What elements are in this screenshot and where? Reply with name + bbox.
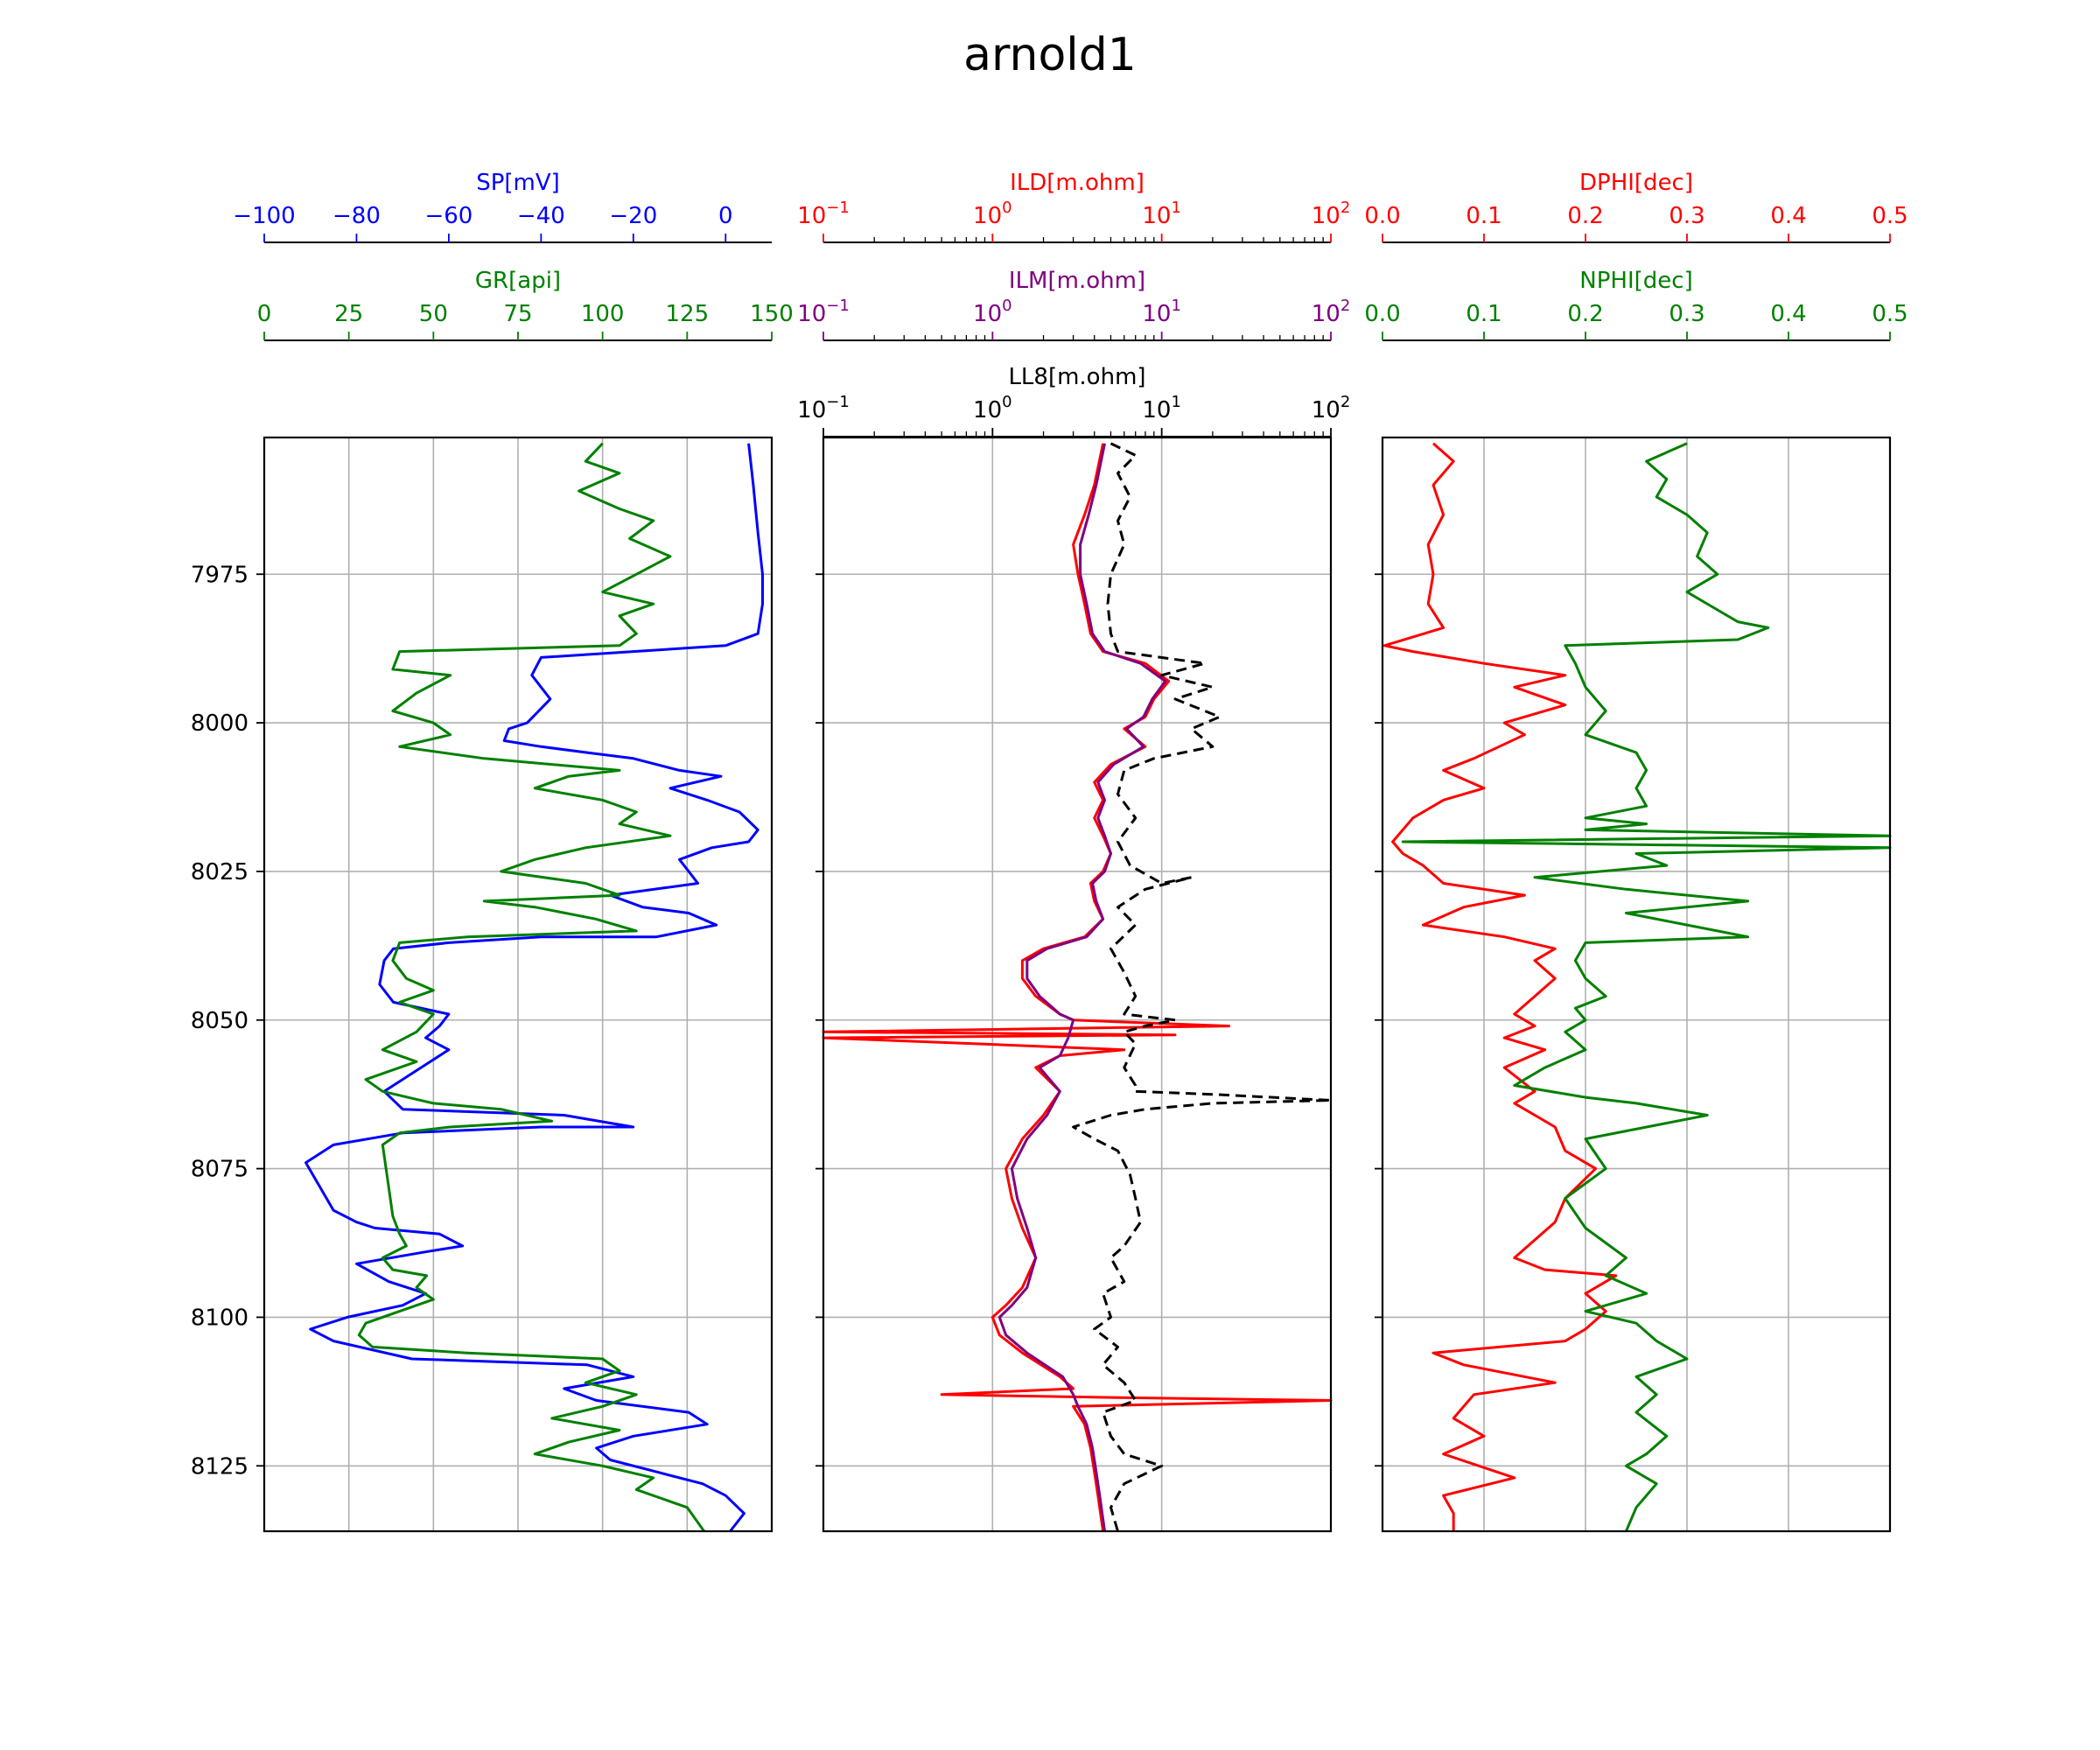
series-gr-line [357, 442, 705, 1532]
series-ild-line [822, 443, 1333, 1532]
depth-tick-label: 8000 [191, 710, 248, 737]
axis-ll8: LL8[m.ohm] 10−1 100 101 102 [797, 364, 1351, 438]
axis-tick-label: 102 [1312, 297, 1351, 327]
axis-tick-label: 10−1 [797, 393, 850, 424]
axis-label: NPHI[dec] [1579, 268, 1692, 294]
axis-tick-label: 100 [973, 297, 1012, 327]
depth-tick-label: 8125 [191, 1453, 248, 1480]
axis-tick-label: 102 [1312, 393, 1351, 424]
axis-tick-label: 10−1 [797, 297, 850, 327]
series-ilm-line [998, 443, 1167, 1532]
grid-lines [823, 438, 1331, 1531]
track-3: DPHI[dec] 0.0 0.1 0.2 0.3 0.4 0.5 NPHI[dec] 0.0 0… [1364, 170, 1908, 1533]
depth-tick-label: 7975 [191, 562, 248, 588]
track-1: 7975 8000 8025 8050 8075 8100 8125 SP[mV] −100 −8… [191, 170, 794, 1533]
axis-label: DPHI[dec] [1579, 170, 1693, 196]
series-sp-line [304, 443, 764, 1532]
axis-ild: ILD[m.ohm] 10−1 100 101 102 [797, 170, 1351, 243]
axis-label: LL8[m.ohm] [1008, 364, 1145, 390]
axis-tick-label: 101 [1142, 393, 1181, 424]
axis-label: ILM[m.ohm] [1009, 268, 1145, 294]
axis-tick-label: 102 [1312, 199, 1351, 229]
axis-tick-label: 100 [973, 393, 1012, 424]
axis-tick-label: 0 [718, 203, 733, 229]
depth-tick-label: 8100 [191, 1305, 248, 1331]
axis-tick-label: −80 [332, 203, 381, 229]
track-frame [262, 436, 774, 1533]
axis-tick-label: 0.2 [1567, 203, 1603, 229]
axis-tick-label: 150 [750, 301, 794, 327]
axis-tick-label: 0.3 [1669, 203, 1704, 229]
axis-gr: GR[api] 0 25 50 75 100 125 150 [257, 268, 794, 341]
axis-label: GR[api] [475, 268, 561, 294]
axis-tick-label: 0.0 [1364, 203, 1400, 229]
axis-tick-label: −60 [424, 203, 472, 229]
depth-tick-label: 8025 [191, 859, 248, 886]
tracks-layer: 7975 8000 8025 8050 8075 8100 8125 SP[mV] −100 −8… [191, 170, 1908, 1533]
axis-tick-label: 101 [1142, 199, 1181, 229]
axis-tick-label: 0.1 [1466, 203, 1502, 229]
grid-lines [1382, 438, 1891, 1531]
axis-tick-label: 0.5 [1872, 203, 1908, 229]
chart-title: arnold1 [963, 29, 1137, 81]
axis-tick-label: 0.2 [1567, 301, 1603, 327]
axis-tick-label: 100 [581, 301, 625, 327]
axis-dphi: DPHI[dec] 0.0 0.1 0.2 0.3 0.4 0.5 [1364, 170, 1908, 243]
axis-label: SP[mV] [476, 170, 560, 196]
series-dphi-line [1382, 442, 1618, 1531]
depth-tick-label: 8050 [191, 1008, 248, 1034]
axis-tick-label: 75 [503, 301, 532, 327]
axis-tick-label: −40 [517, 203, 565, 229]
axis-tick-label: 0.5 [1872, 301, 1908, 327]
track-frame [1381, 436, 1892, 1533]
axis-tick-label: −100 [233, 203, 295, 229]
axis-tick-label: 0.3 [1669, 301, 1704, 327]
axis-ilm: ILM[m.ohm] 10−1 100 101 102 [797, 268, 1351, 341]
axis-tick-label: −20 [609, 203, 657, 229]
depth-tick-label: 8075 [191, 1157, 248, 1183]
axis-tick-label: 0 [257, 301, 272, 327]
axis-tick-label: 0.0 [1364, 301, 1400, 327]
axis-tick-label: 100 [973, 199, 1012, 229]
series-nphi-line [1401, 442, 1892, 1532]
axis-tick-label: 125 [666, 301, 710, 327]
axis-sp: SP[mV] −100 −80 −60 −40 −20 0 [233, 170, 772, 243]
axis-nphi: NPHI[dec] 0.0 0.1 0.2 0.3 0.4 0.5 [1364, 268, 1908, 341]
track-2: ILD[m.ohm] 10−1 100 101 102 ILM[m.ohm] 10−1 100… [797, 170, 1351, 1533]
axis-tick-label: 10−1 [797, 199, 850, 229]
axis-tick-label: 0.4 [1770, 203, 1806, 229]
axis-label: ILD[m.ohm] [1010, 170, 1144, 196]
axis-tick-label: 25 [334, 301, 363, 327]
axis-tick-label: 50 [419, 301, 448, 327]
series-ll8-line [1072, 442, 1333, 1532]
track-frame [822, 436, 1333, 1533]
axis-tick-label: 0.1 [1466, 301, 1502, 327]
axis-tick-label: 0.4 [1770, 301, 1806, 327]
grid-lines [263, 438, 773, 1531]
axis-tick-label: 101 [1142, 297, 1181, 327]
